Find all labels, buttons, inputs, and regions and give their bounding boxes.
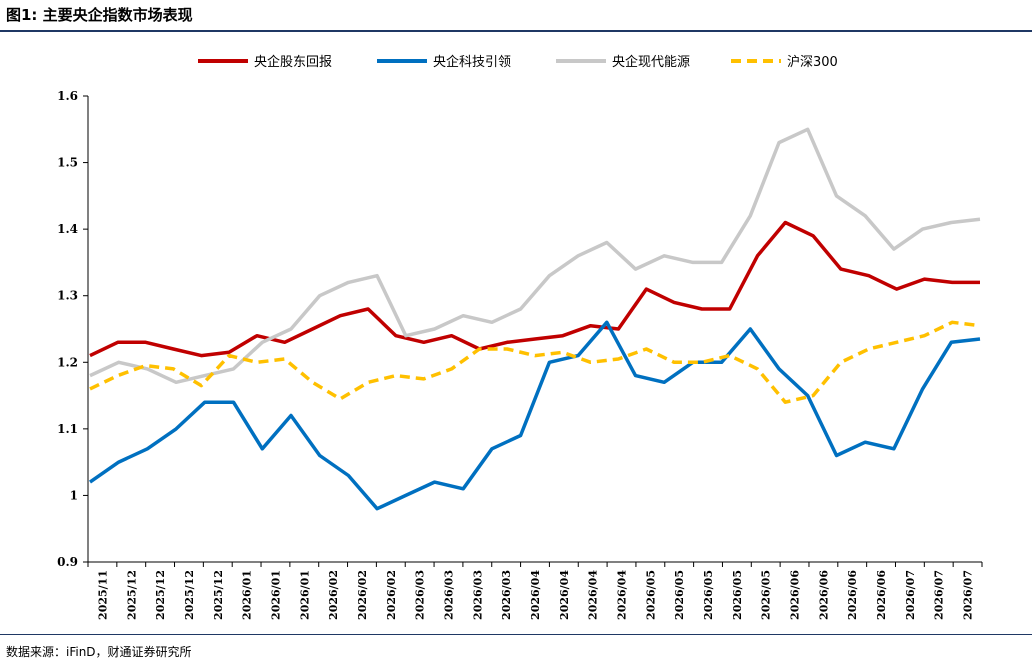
x-tick-label: 2026/02 [356,570,369,620]
series-line-2 [88,320,981,511]
x-tick-label: 2025/11 [96,570,109,620]
x-tick-label: 2026/06 [817,570,830,620]
x-tick-label: 2026/06 [789,570,802,620]
x-tick-label: 2026/07 [904,570,917,620]
x-tick-label: 2026/05 [760,570,773,620]
x-tick-label: 2026/01 [298,570,311,620]
x-tick-label: 2025/12 [183,570,196,620]
legend-label-3: 央企现代能源 [612,54,690,70]
x-tick-label: 2026/07 [962,570,975,620]
x-tick-label: 2026/05 [673,570,686,620]
x-tick-label: 2026/06 [875,570,888,620]
x-tick-label: 2026/01 [241,570,254,620]
y-tick-label: 0.9 [57,555,78,569]
x-tick-label: 2026/03 [471,570,484,620]
x-tick-label: 2025/12 [212,570,225,620]
x-tick-label: 2026/06 [846,570,859,620]
x-tick-label: 2026/04 [558,570,571,620]
series-line-4 [89,320,981,404]
x-tick-label: 2026/01 [269,570,282,620]
x-tick-label: 2026/05 [731,570,744,620]
y-tick-label: 1.3 [57,289,78,303]
top-divider [0,30,1032,32]
x-tick-label: 2026/05 [702,570,715,620]
x-tick-label: 2025/12 [154,570,167,620]
y-tick-label: 1.2 [57,355,78,369]
y-tick-label: 1.6 [57,89,78,103]
x-tick-label: 2026/02 [327,570,340,620]
x-tick-label: 2026/03 [442,570,455,620]
legend: 央企股东回报 央企科技引领 央企现代能源 沪深300 [198,54,838,70]
legend-label-1: 央企股东回报 [254,54,332,70]
legend-label-4: 沪深300 [787,54,838,70]
line-chart: 央企股东回报 央企科技引领 央企现代能源 沪深300 0.9 1 1.1 1.2 1.3 1.4… [57,54,983,620]
series-line-1 [89,220,980,358]
figure-title: 图1: 主要央企指数市场表现 [6,6,193,24]
y-tick-label: 1 [70,488,78,502]
series-line-3 [89,127,981,385]
y-tick-label: 1.1 [57,422,78,436]
y-tick-label: 1.4 [57,222,78,236]
y-tick-label: 1.5 [57,156,78,170]
x-tick-label: 2026/04 [616,570,629,620]
source-note: 数据来源：iFinD，财通证券研究所 [6,645,192,659]
x-tick-label: 2026/03 [500,570,513,620]
series-lines [88,127,981,511]
x-tick-label: 2026/02 [385,570,398,620]
x-tick-label: 2026/04 [529,570,542,620]
axes: 0.9 1 1.1 1.2 1.3 1.4 1.5 1.6 2025/11 2025/12 2025… [57,89,983,620]
x-tick-label: 2026/04 [587,570,600,620]
bottom-divider [0,634,1032,635]
x-tick-label: 2026/07 [933,570,946,620]
x-tick-label: 2026/05 [644,570,657,620]
x-tick-label: 2025/12 [125,570,138,620]
x-tick-label: 2026/03 [414,570,427,620]
legend-label-2: 央企科技引领 [433,54,511,70]
